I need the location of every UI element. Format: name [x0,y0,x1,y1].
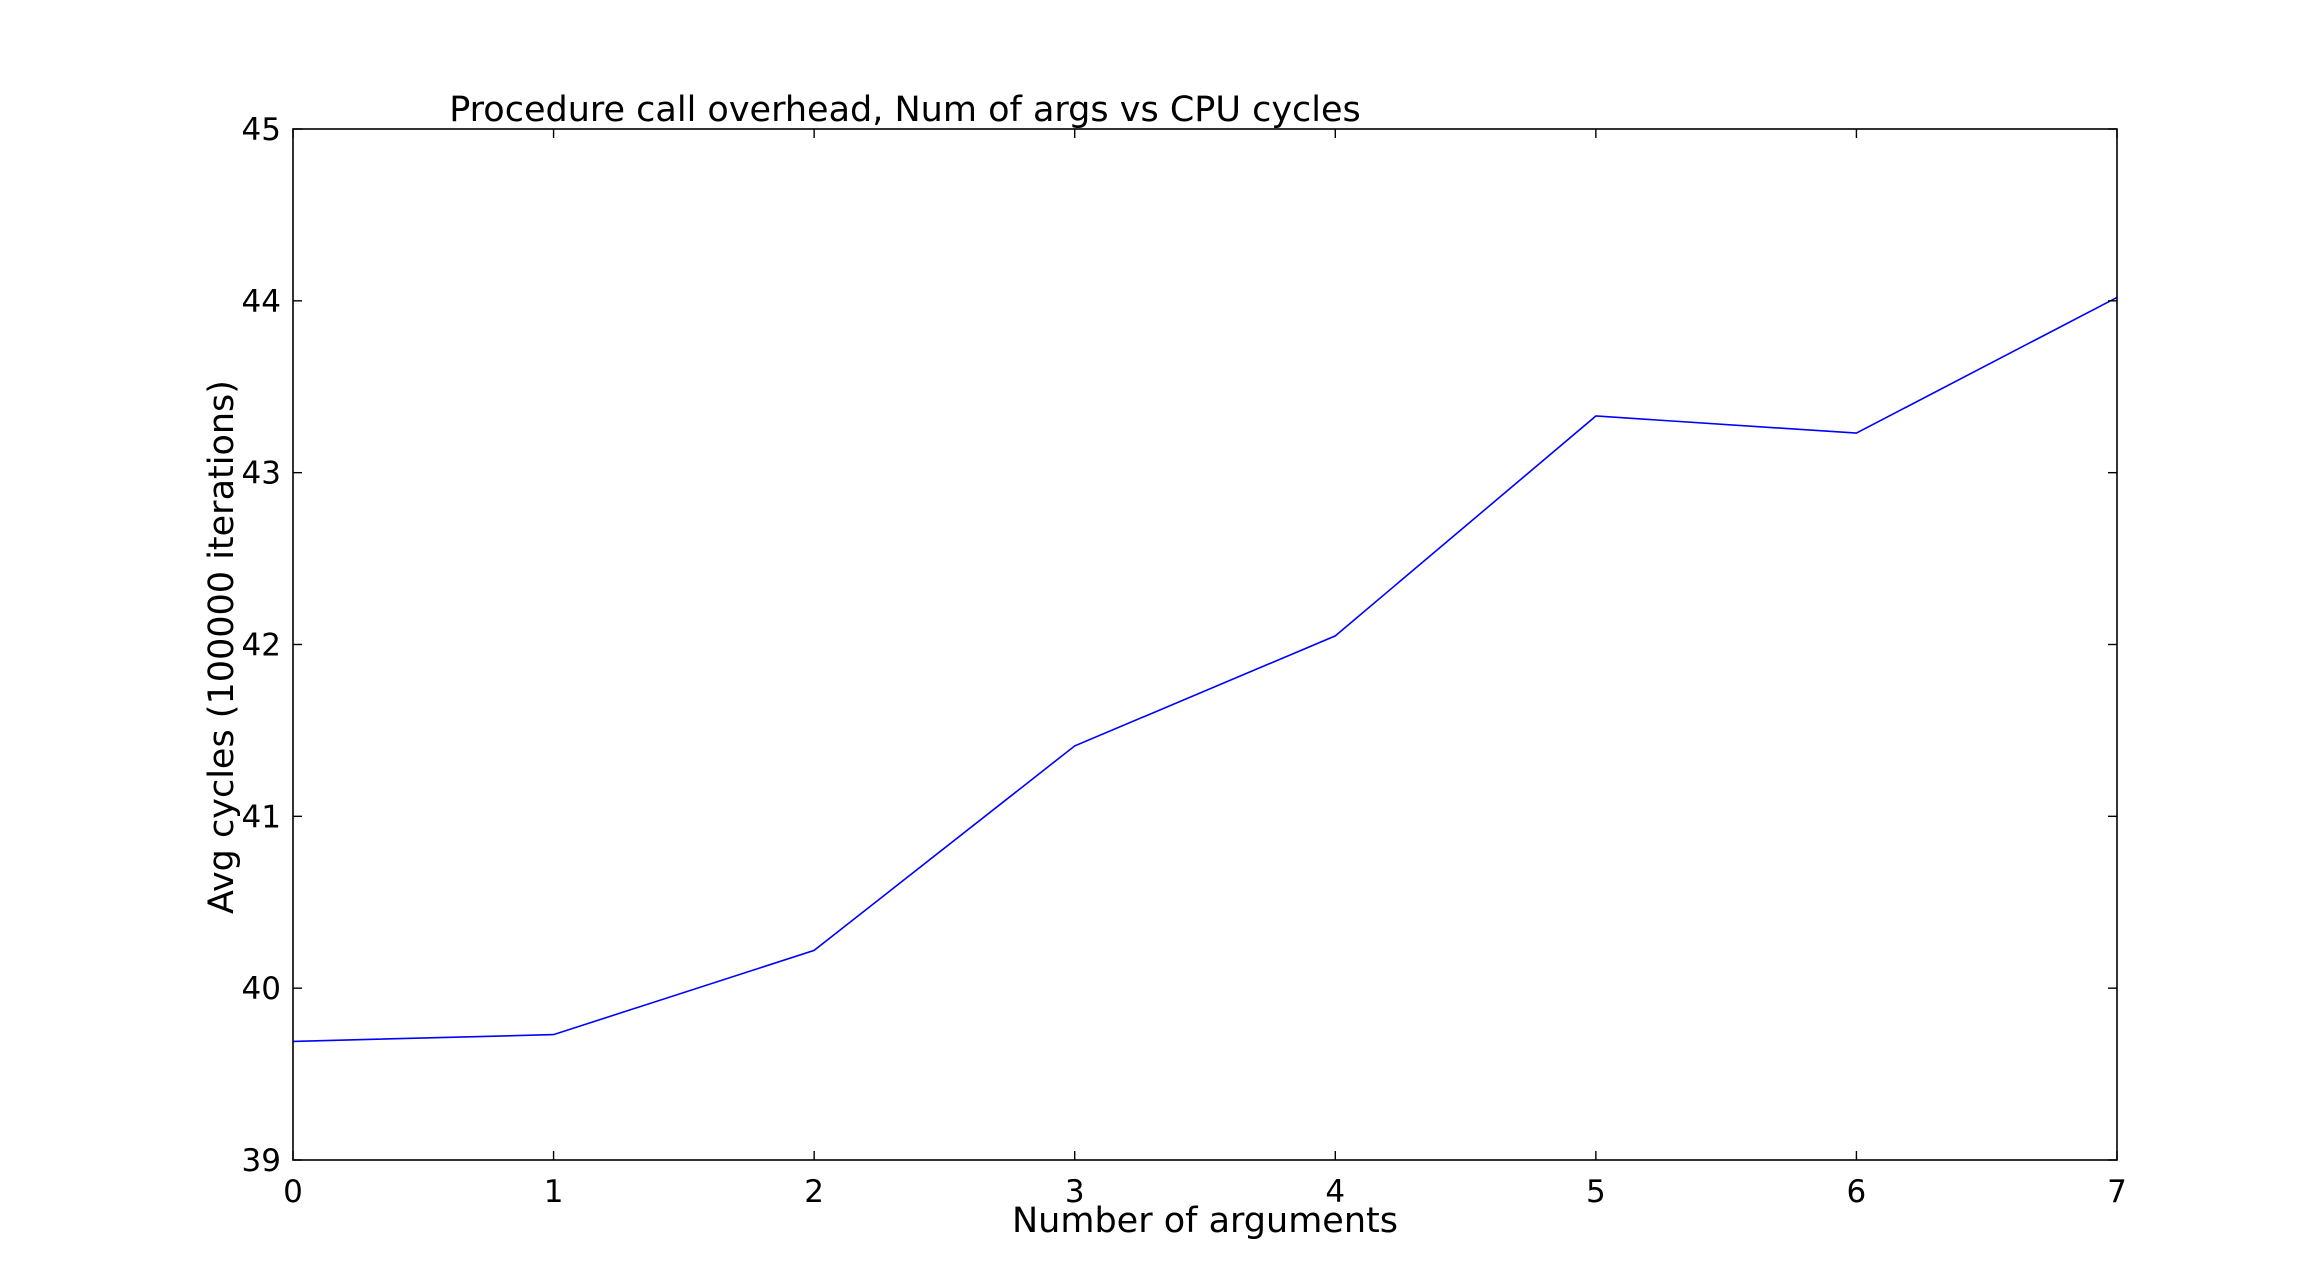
x-tick-label: 7 [2107,1174,2127,1210]
series-line-0 [292,296,2118,1043]
x-tick-label: 3 [1065,1174,1085,1210]
y-tick-label: 44 [242,284,281,320]
y-tick-label: 45 [242,112,281,148]
x-tick-label: 4 [1325,1174,1345,1210]
x-tick-label: 5 [1586,1174,1606,1210]
y-tick-label: 43 [242,456,281,492]
chart-title: Procedure call overhead, Num of args vs … [449,90,1361,130]
x-tick-label: 6 [1847,1174,1867,1210]
y-tick-label: 42 [242,628,281,664]
y-tick-label: 39 [242,1143,281,1179]
y-tick-label: 41 [242,799,281,835]
x-axis-title: Number of arguments [1012,1201,1398,1241]
y-tick-label: 40 [242,971,281,1007]
x-tick-label: 2 [804,1174,824,1210]
x-tick-label: 0 [283,1174,303,1210]
y-axis-title: Avg cycles (100000 iterations) [202,380,242,914]
x-tick-label: 1 [544,1174,564,1210]
